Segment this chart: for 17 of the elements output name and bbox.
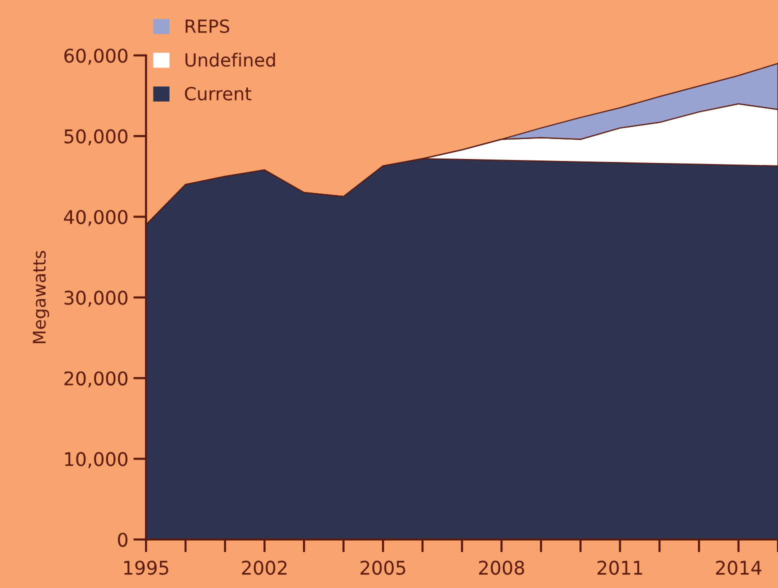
- y-tick-label: 0: [118, 532, 128, 547]
- x-tick-label: 2005: [360, 560, 406, 575]
- y-tick-label: 40,000: [64, 210, 128, 226]
- x-tick-label: 1995: [124, 560, 168, 575]
- x-tick-label: 2008: [479, 560, 524, 575]
- y-tick-label: 30,000: [64, 290, 128, 307]
- y-tick-label: 60,000: [64, 48, 128, 65]
- y-tick-label: 50,000: [64, 129, 128, 146]
- x-tick-label: 2011: [598, 560, 642, 575]
- y-tick-label: 10,000: [65, 452, 128, 468]
- y-axis-title: Megawatts: [32, 250, 50, 344]
- legend-label: Current: [184, 86, 252, 100]
- legend-label: Undefined: [186, 52, 275, 67]
- x-tick-label: 2002: [242, 560, 287, 575]
- legend-label: REPS: [186, 19, 230, 34]
- x-tick-label: 2014: [716, 560, 762, 575]
- y-tick-label: 20,000: [64, 371, 128, 388]
